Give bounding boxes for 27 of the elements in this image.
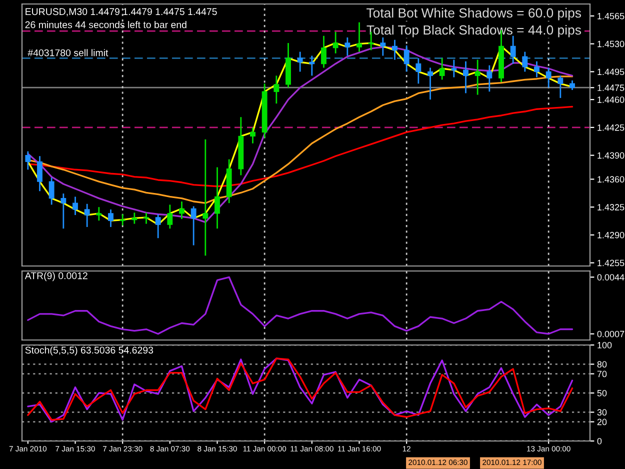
y-tick-label: 1.4255 (598, 260, 624, 266)
y-tick-label: 0.0044 (597, 274, 624, 280)
y-tick-label: 1.4325 (598, 204, 624, 210)
y-tick-label: 1.4475 (598, 84, 624, 91)
text: 26 minutes 44 seconds left to bar end (25, 21, 186, 28)
y-tick-label: 1.4360 (598, 176, 624, 183)
annotation: Total Top Black Shadows = 44.0 pips (366, 24, 582, 38)
y-tick-label: 1.4425 (598, 124, 624, 131)
y-tick-label: 1.4530 (598, 40, 624, 48)
chart-title: ATR(9) 0.0012 (24, 272, 88, 282)
y-tick-label: 1.4495 (598, 68, 624, 76)
annotation: Total Bot White Shadows = 60.0 pips (366, 8, 582, 20)
chart-title: EURUSD,M30 1.4479 1.4479 1.4475 1.4475 (26, 8, 217, 16)
ref-line-label: #4031780 sell limit (28, 49, 108, 56)
y-tick-label: 0 (597, 438, 602, 444)
y-tick-label: 30 (597, 409, 607, 416)
y-tick-label: 0.0007 (597, 330, 624, 338)
y-tick-label: 1.4565 (598, 12, 624, 20)
y-tick-label: 70 (597, 370, 607, 378)
chart-title: Stoch(5,5,5) 63.5036 54.6293 (25, 346, 154, 356)
y-tick-label: 100 (598, 342, 612, 348)
y-tick-label: 80 (597, 361, 607, 368)
y-tick-label: 20 (597, 418, 607, 426)
y-tick-label: 50 (597, 390, 607, 396)
y-tick-label: 1.4390 (598, 152, 624, 159)
y-tick-label: 1.4290 (598, 232, 624, 238)
y-tick-label: 1.4460 (598, 96, 624, 103)
